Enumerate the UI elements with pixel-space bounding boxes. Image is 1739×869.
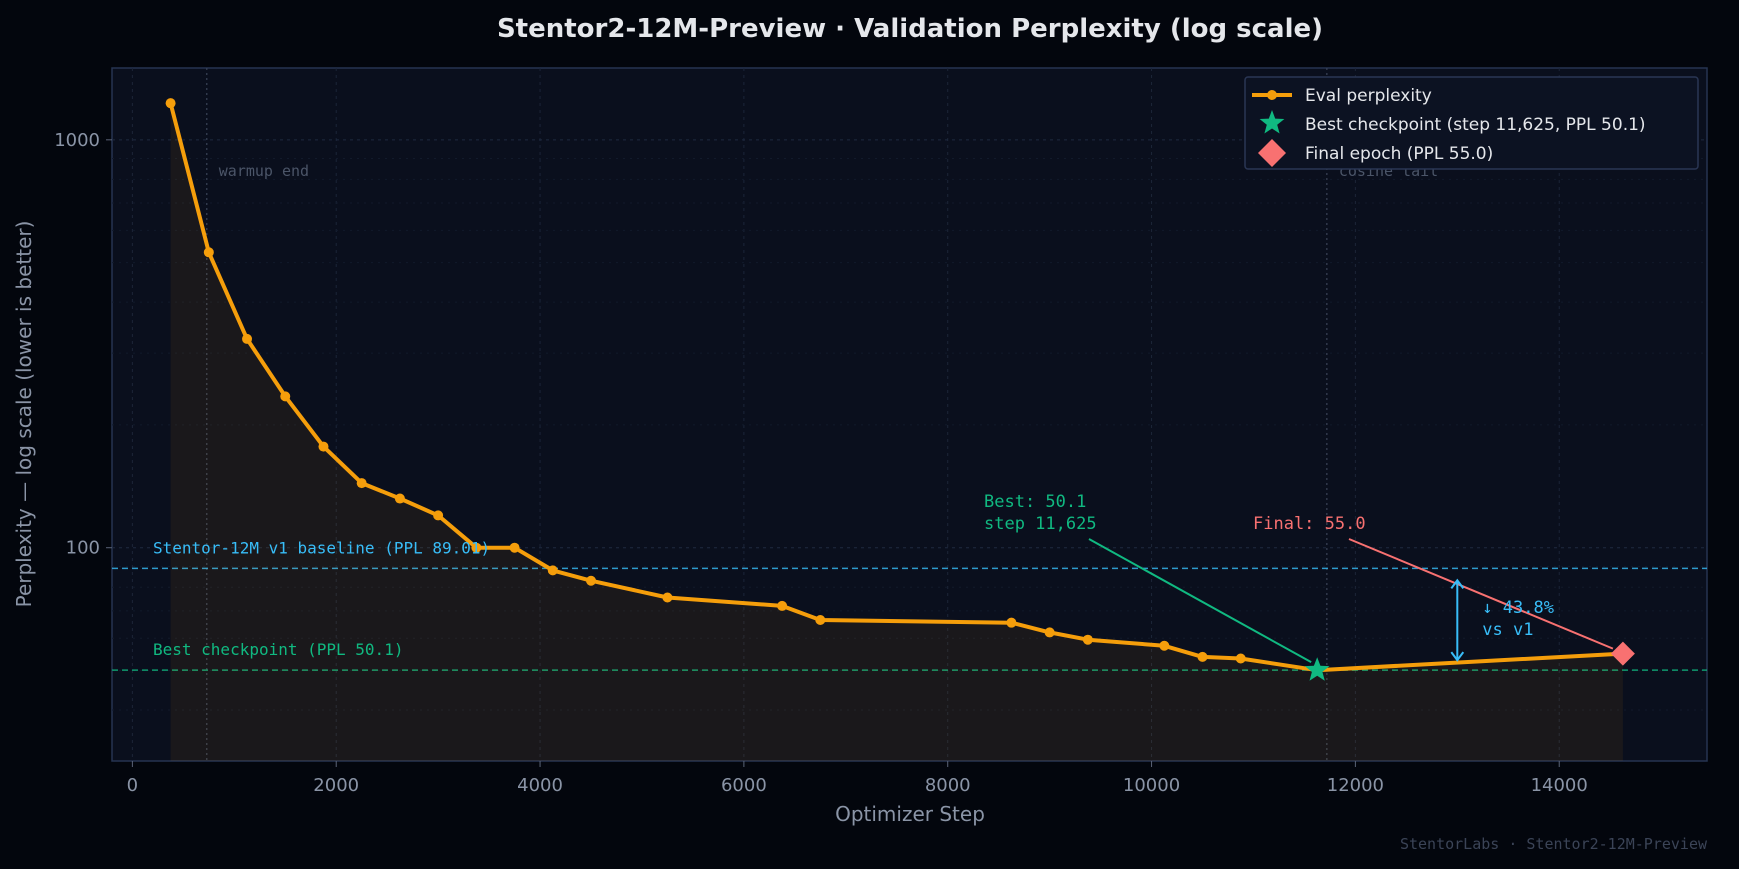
improvement-arrow-head-up [1450,578,1465,589]
series-layer [165,98,1625,761]
series-point [356,478,367,489]
series-area-fill [170,103,1623,761]
legend-dot-swatch [1267,90,1277,100]
final-annotation-arrow [1348,538,1614,650]
final-epoch-diamond [1610,641,1635,666]
plot-area [111,67,1708,762]
series-point [1197,651,1208,662]
series-point [1044,627,1055,638]
y-tick-label: 100 [66,538,100,559]
legend-box [1244,76,1699,170]
best-annotation-line2: step 11,625 [984,514,1097,534]
x-tick-label: 6000 [721,775,767,796]
series-point [815,614,826,625]
phase-marker-label: warmup end [219,162,309,180]
series-point [471,542,482,553]
improvement-label-line2: vs v1 [1482,620,1533,640]
series-point [203,247,214,258]
legend-diamond-swatch [1258,139,1286,167]
x-tick-label: 0 [127,775,138,796]
series-point [433,510,444,521]
watermark: StentorLabs · Stentor2-12M-Preview [1400,835,1708,853]
series-point [242,333,253,344]
x-axis-ticks: 0 2000 4000 6000 8000 10000 12000 14000 [127,761,1588,796]
reference-line-label: Best checkpoint (PPL 50.1) [153,640,403,659]
y-axis-label: Perplexity — log scale (lower is better) [12,221,36,608]
y-tick-label: 1000 [54,130,100,151]
reference-line-label: Stentor-12M v1 baseline (PPL 89.01) [153,539,490,558]
annotation-layer: Stentor-12M v1 baseline (PPL 89.01) Best … [153,492,1635,681]
best-checkpoint-star [1304,657,1330,681]
series-point [318,441,329,452]
legend-label-best: Best checkpoint (step 11,625, PPL 50.1) [1305,115,1646,135]
series-point [509,542,520,553]
improvement-arrow-head-down [1450,651,1465,662]
x-tick-label: 2000 [313,775,359,796]
series-point [165,98,176,109]
best-annotation-line1: Best: 50.1 [984,492,1086,512]
y-axis-ticks: 100 1000 [54,130,112,559]
chart-title: Stentor2-12M-Preview · Validation Perple… [497,14,1323,44]
final-annotation: Final: 55.0 [1253,514,1366,534]
legend-star-swatch [1259,110,1285,134]
series-point [1082,634,1093,645]
series-point [1235,653,1246,664]
series-point [586,575,597,586]
series-point [394,493,405,504]
series-point [777,600,788,611]
x-tick-label: 4000 [517,775,563,796]
x-tick-label: 10000 [1123,775,1180,796]
series-point [662,592,673,603]
series-point [280,391,291,402]
series-point [1159,640,1170,651]
x-tick-label: 14000 [1531,775,1588,796]
best-annotation-arrow [1088,538,1312,664]
legend-label-eval: Eval perplexity [1305,86,1432,106]
x-tick-label: 8000 [925,775,971,796]
legend: Eval perplexity Best checkpoint (step 11… [1244,76,1699,170]
x-axis-label: Optimizer Step [835,802,985,826]
series-point [1006,617,1017,628]
series-point [547,565,558,576]
improvement-label-line1: ↓ 43.8% [1482,598,1554,618]
x-tick-label: 12000 [1327,775,1384,796]
legend-label-final: Final epoch (PPL 55.0) [1305,144,1493,164]
reference-lines [112,567,1707,671]
